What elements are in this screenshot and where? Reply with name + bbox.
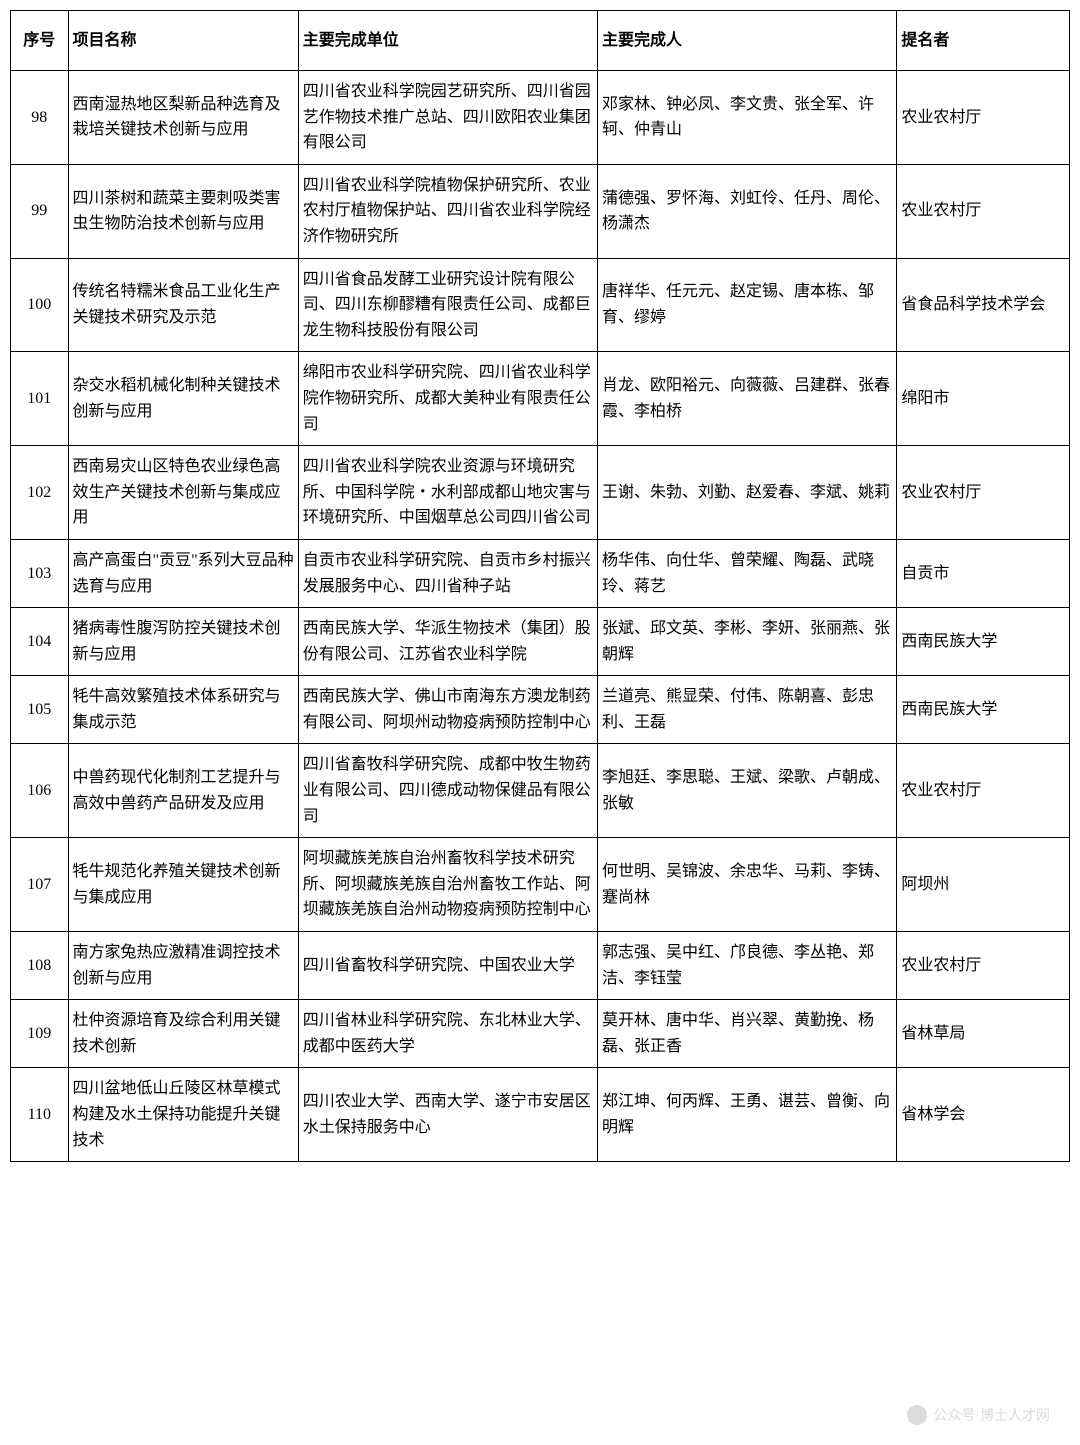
cell-seq: 98	[11, 71, 69, 165]
cell-person: 张斌、邱文英、李彬、李妍、张丽燕、张朝辉	[598, 608, 897, 676]
header-nominator: 提名者	[897, 11, 1070, 71]
cell-name: 高产高蛋白"贡豆"系列大豆品种选育与应用	[68, 539, 298, 607]
table-header-row: 序号 项目名称 主要完成单位 主要完成人 提名者	[11, 11, 1070, 71]
cell-nominator: 农业农村厅	[897, 932, 1070, 1000]
cell-name: 四川盆地低山丘陵区林草模式构建及水土保持功能提升关键技术	[68, 1068, 298, 1162]
cell-seq: 101	[11, 352, 69, 446]
table-row: 108南方家兔热应激精准调控技术创新与应用四川省畜牧科学研究院、中国农业大学郭志…	[11, 932, 1070, 1000]
cell-nominator: 绵阳市	[897, 352, 1070, 446]
watermark: 公众号·博士人才网	[907, 1405, 1050, 1425]
cell-person: 郑江坤、何丙辉、王勇、谌芸、曾衡、向明辉	[598, 1068, 897, 1162]
cell-unit: 西南民族大学、佛山市南海东方澳龙制药有限公司、阿坝州动物疫病预防控制中心	[298, 676, 597, 744]
cell-person: 唐祥华、任元元、赵定锡、唐本栋、邹育、缪婷	[598, 258, 897, 352]
cell-person: 兰道亮、熊显荣、付伟、陈朝喜、彭忠利、王磊	[598, 676, 897, 744]
table-row: 99四川茶树和蔬菜主要刺吸类害虫生物防治技术创新与应用四川省农业科学院植物保护研…	[11, 164, 1070, 258]
cell-name: 南方家兔热应激精准调控技术创新与应用	[68, 932, 298, 1000]
cell-seq: 104	[11, 608, 69, 676]
cell-person: 李旭廷、李思聪、王斌、梁歌、卢朝成、张敏	[598, 744, 897, 838]
table-row: 101杂交水稻机械化制种关键技术创新与应用绵阳市农业科学研究院、四川省农业科学院…	[11, 352, 1070, 446]
cell-unit: 阿坝藏族羌族自治州畜牧科学技术研究所、阿坝藏族羌族自治州畜牧工作站、阿坝藏族羌族…	[298, 838, 597, 932]
cell-nominator: 自贡市	[897, 539, 1070, 607]
cell-seq: 102	[11, 446, 69, 540]
cell-nominator: 阿坝州	[897, 838, 1070, 932]
cell-nominator: 农业农村厅	[897, 71, 1070, 165]
cell-seq: 109	[11, 1000, 69, 1068]
cell-seq: 105	[11, 676, 69, 744]
cell-person: 郭志强、吴中红、邝良德、李丛艳、郑洁、李钰莹	[598, 932, 897, 1000]
cell-name: 四川茶树和蔬菜主要刺吸类害虫生物防治技术创新与应用	[68, 164, 298, 258]
table-row: 103高产高蛋白"贡豆"系列大豆品种选育与应用自贡市农业科学研究院、自贡市乡村振…	[11, 539, 1070, 607]
cell-person: 何世明、吴锦波、余忠华、马莉、李铸、蹇尚林	[598, 838, 897, 932]
cell-person: 肖龙、欧阳裕元、向薇薇、吕建群、张春霞、李柏桥	[598, 352, 897, 446]
cell-name: 牦牛高效繁殖技术体系研究与集成示范	[68, 676, 298, 744]
watermark-text: 公众号·博士人才网	[933, 1405, 1050, 1425]
cell-seq: 110	[11, 1068, 69, 1162]
cell-nominator: 西南民族大学	[897, 608, 1070, 676]
projects-table: 序号 项目名称 主要完成单位 主要完成人 提名者 98西南湿热地区梨新品种选育及…	[10, 10, 1070, 1162]
table-row: 106中兽药现代化制剂工艺提升与高效中兽药产品研发及应用四川省畜牧科学研究院、成…	[11, 744, 1070, 838]
cell-person: 蒲德强、罗怀海、刘虹伶、任丹、周伦、杨潇杰	[598, 164, 897, 258]
cell-seq: 99	[11, 164, 69, 258]
cell-name: 猪病毒性腹泻防控关键技术创新与应用	[68, 608, 298, 676]
cell-name: 西南湿热地区梨新品种选育及栽培关键技术创新与应用	[68, 71, 298, 165]
cell-seq: 100	[11, 258, 69, 352]
cell-name: 中兽药现代化制剂工艺提升与高效中兽药产品研发及应用	[68, 744, 298, 838]
table-body: 98西南湿热地区梨新品种选育及栽培关键技术创新与应用四川省农业科学院园艺研究所、…	[11, 71, 1070, 1162]
cell-unit: 四川省食品发酵工业研究设计院有限公司、四川东柳醪糟有限责任公司、成都巨龙生物科技…	[298, 258, 597, 352]
cell-unit: 绵阳市农业科学研究院、四川省农业科学院作物研究所、成都大美种业有限责任公司	[298, 352, 597, 446]
cell-unit: 自贡市农业科学研究院、自贡市乡村振兴发展服务中心、四川省种子站	[298, 539, 597, 607]
cell-person: 杨华伟、向仕华、曾荣耀、陶磊、武晓玲、蒋艺	[598, 539, 897, 607]
cell-nominator: 农业农村厅	[897, 164, 1070, 258]
cell-nominator: 西南民族大学	[897, 676, 1070, 744]
cell-seq: 106	[11, 744, 69, 838]
cell-unit: 四川省畜牧科学研究院、中国农业大学	[298, 932, 597, 1000]
cell-name: 杂交水稻机械化制种关键技术创新与应用	[68, 352, 298, 446]
cell-nominator: 省林草局	[897, 1000, 1070, 1068]
cell-seq: 108	[11, 932, 69, 1000]
table-row: 102西南易灾山区特色农业绿色高效生产关键技术创新与集成应用四川省农业科学院农业…	[11, 446, 1070, 540]
wechat-icon	[907, 1405, 927, 1425]
cell-person: 王谢、朱勃、刘勤、赵爱春、李斌、姚莉	[598, 446, 897, 540]
header-seq: 序号	[11, 11, 69, 71]
header-unit: 主要完成单位	[298, 11, 597, 71]
table-row: 105牦牛高效繁殖技术体系研究与集成示范西南民族大学、佛山市南海东方澳龙制药有限…	[11, 676, 1070, 744]
table-row: 110四川盆地低山丘陵区林草模式构建及水土保持功能提升关键技术四川农业大学、西南…	[11, 1068, 1070, 1162]
table-row: 107牦牛规范化养殖关键技术创新与集成应用阿坝藏族羌族自治州畜牧科学技术研究所、…	[11, 838, 1070, 932]
header-person: 主要完成人	[598, 11, 897, 71]
cell-nominator: 农业农村厅	[897, 744, 1070, 838]
cell-unit: 四川农业大学、西南大学、遂宁市安居区水土保持服务中心	[298, 1068, 597, 1162]
cell-name: 牦牛规范化养殖关键技术创新与集成应用	[68, 838, 298, 932]
cell-nominator: 省食品科学技术学会	[897, 258, 1070, 352]
table-row: 98西南湿热地区梨新品种选育及栽培关键技术创新与应用四川省农业科学院园艺研究所、…	[11, 71, 1070, 165]
cell-person: 莫开林、唐中华、肖兴翠、黄勤挽、杨磊、张正香	[598, 1000, 897, 1068]
cell-name: 杜仲资源培育及综合利用关键技术创新	[68, 1000, 298, 1068]
cell-unit: 四川省农业科学院植物保护研究所、农业农村厅植物保护站、四川省农业科学院经济作物研…	[298, 164, 597, 258]
cell-unit: 四川省农业科学院农业资源与环境研究所、中国科学院・水利部成都山地灾害与环境研究所…	[298, 446, 597, 540]
cell-nominator: 农业农村厅	[897, 446, 1070, 540]
cell-name: 西南易灾山区特色农业绿色高效生产关键技术创新与集成应用	[68, 446, 298, 540]
cell-unit: 西南民族大学、华派生物技术（集团）股份有限公司、江苏省农业科学院	[298, 608, 597, 676]
table-row: 104猪病毒性腹泻防控关键技术创新与应用西南民族大学、华派生物技术（集团）股份有…	[11, 608, 1070, 676]
table-row: 100传统名特糯米食品工业化生产关键技术研究及示范四川省食品发酵工业研究设计院有…	[11, 258, 1070, 352]
cell-unit: 四川省农业科学院园艺研究所、四川省园艺作物技术推广总站、四川欧阳农业集团有限公司	[298, 71, 597, 165]
cell-name: 传统名特糯米食品工业化生产关键技术研究及示范	[68, 258, 298, 352]
cell-nominator: 省林学会	[897, 1068, 1070, 1162]
header-name: 项目名称	[68, 11, 298, 71]
cell-seq: 103	[11, 539, 69, 607]
cell-unit: 四川省林业科学研究院、东北林业大学、成都中医药大学	[298, 1000, 597, 1068]
cell-person: 邓家林、钟必凤、李文贵、张全军、许轲、仲青山	[598, 71, 897, 165]
cell-unit: 四川省畜牧科学研究院、成都中牧生物药业有限公司、四川德成动物保健品有限公司	[298, 744, 597, 838]
cell-seq: 107	[11, 838, 69, 932]
table-row: 109杜仲资源培育及综合利用关键技术创新四川省林业科学研究院、东北林业大学、成都…	[11, 1000, 1070, 1068]
